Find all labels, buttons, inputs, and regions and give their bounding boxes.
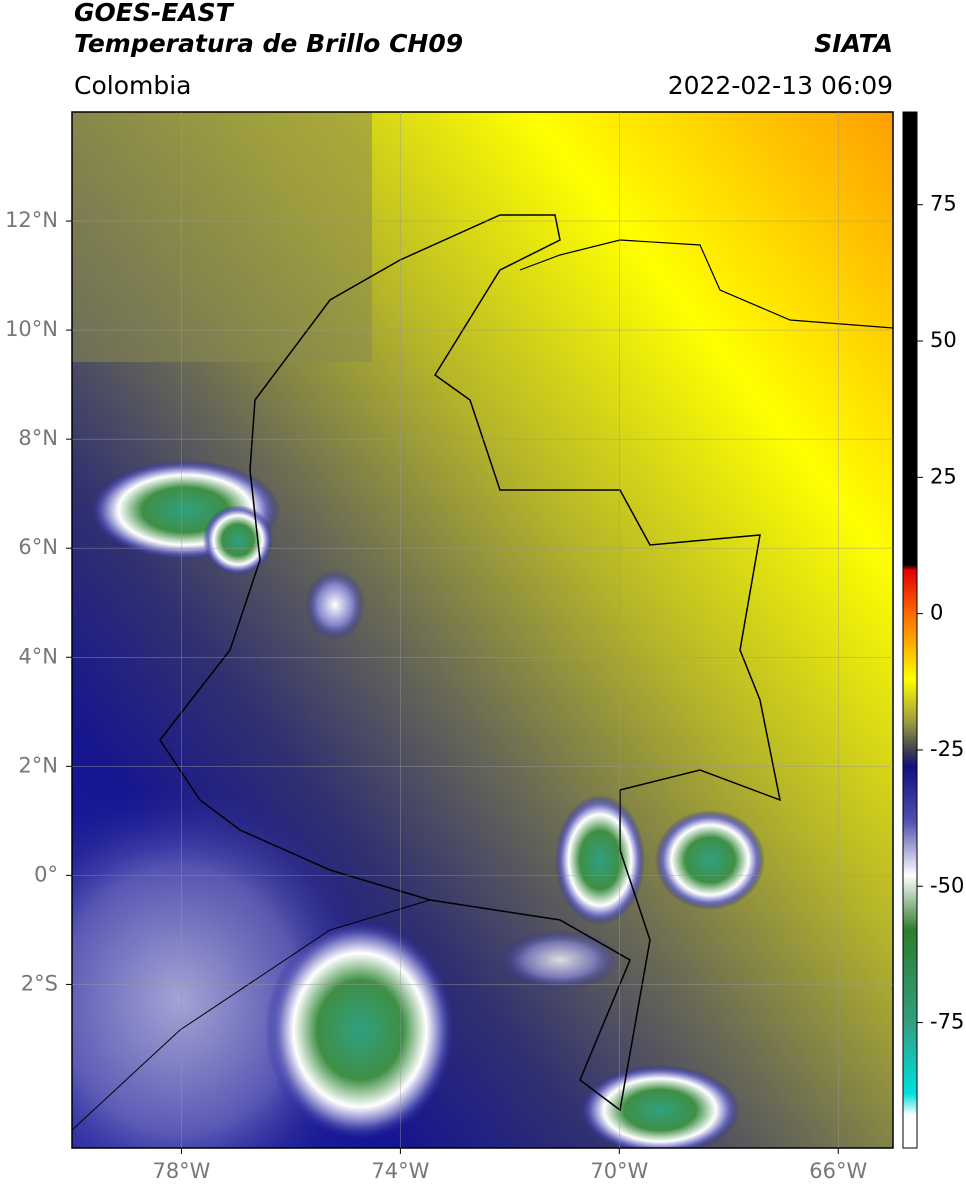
source: SIATA — [814, 29, 893, 58]
colorbar-tick-label: 50 — [930, 328, 957, 352]
y-tick-label: 4°N — [18, 644, 58, 668]
x-tick-label: 66°W — [809, 1159, 867, 1183]
x-tick-label: 74°W — [371, 1159, 429, 1183]
colorbar-tick-label: -75 — [930, 1010, 964, 1034]
map-image — [72, 112, 893, 1148]
colorbar-tick-label: -50 — [930, 873, 964, 897]
colorbar-tick-label: -25 — [930, 737, 964, 761]
y-tick-label: 6°N — [18, 535, 58, 559]
region: Colombia — [74, 71, 191, 100]
y-tick-label: 8°N — [18, 426, 58, 450]
title: GOES-EAST — [74, 0, 235, 27]
x-tick-label: 78°W — [152, 1159, 210, 1183]
colorbar — [902, 111, 918, 1149]
map-frame — [71, 111, 894, 1149]
y-tick-label: 0° — [34, 862, 58, 886]
colorbar-tick-label: 0 — [930, 601, 943, 625]
subtitle: Temperatura de Brillo CH09 — [74, 29, 463, 58]
datetime: 2022-02-13 06:09 — [668, 71, 893, 100]
y-tick-label: 10°N — [5, 317, 58, 341]
y-tick-label: 12°N — [5, 208, 58, 232]
colorbar-tick-label: 25 — [930, 464, 957, 488]
x-tick-label: 70°W — [590, 1159, 648, 1183]
colorbar-tick-label: 75 — [930, 192, 957, 216]
y-tick-label: 2°S — [21, 971, 58, 995]
y-tick-label: 2°N — [18, 753, 58, 777]
